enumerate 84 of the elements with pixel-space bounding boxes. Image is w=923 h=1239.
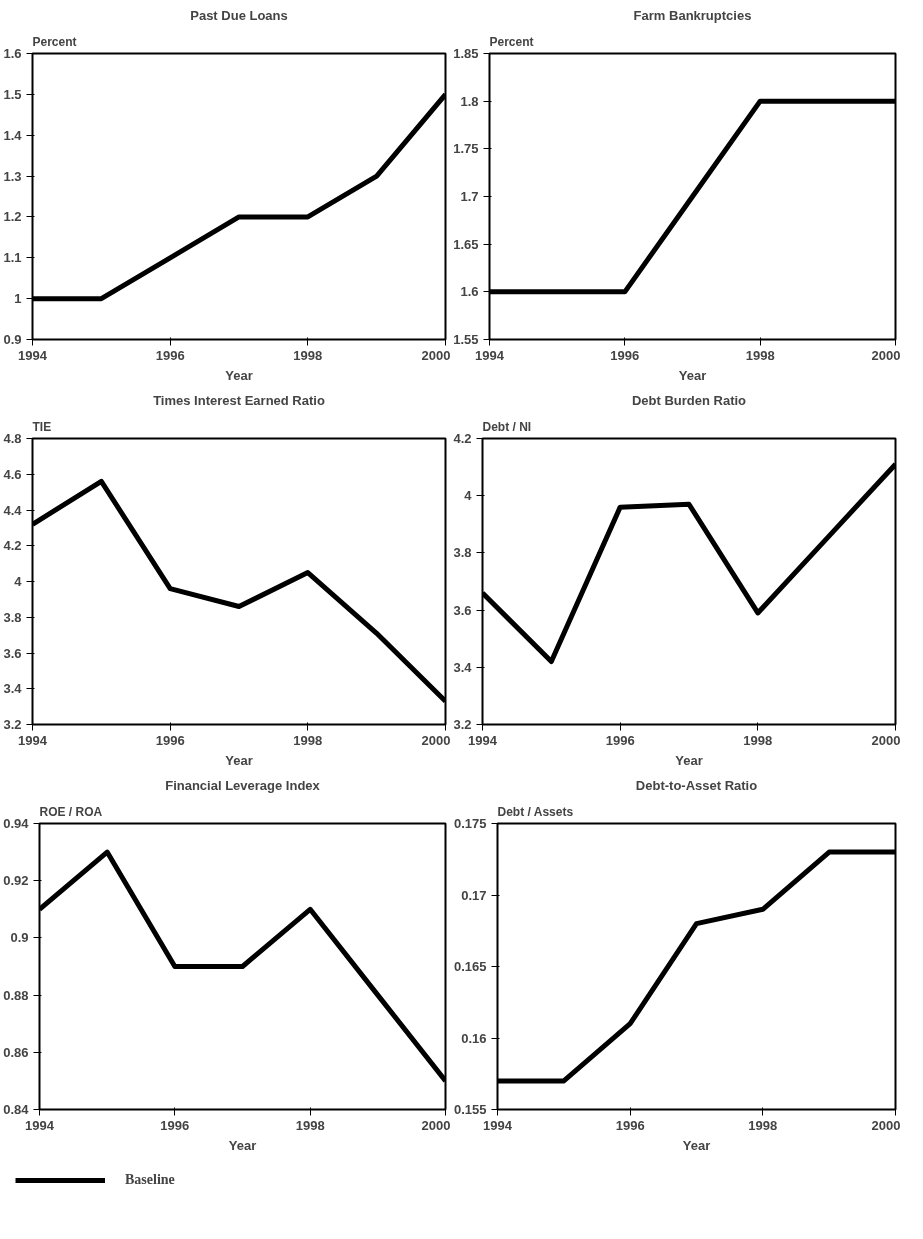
y-tick-label: 3.8	[453, 545, 472, 561]
y-tick-label: 0.165	[453, 959, 487, 974]
y-tick-label: 3.6	[453, 602, 472, 618]
x-tick-label: 2000	[871, 1117, 901, 1133]
y-tick-label: 0.86	[3, 1044, 29, 1060]
text: Baseline	[125, 1172, 175, 1188]
chart-title: Debt Burden Ratio	[631, 392, 747, 408]
y-tick-label: 3.8	[3, 609, 22, 625]
x-tick-label: 2000	[871, 347, 901, 363]
y-tick-label: 0.175	[453, 816, 487, 831]
y-tick-label: 1.1	[3, 250, 22, 266]
x-tick-label: 1994	[475, 347, 505, 363]
x-tick-label: 1998	[293, 347, 323, 363]
x-tick-label: 1994	[483, 1117, 513, 1133]
x-tick-label: 1998	[743, 732, 773, 748]
y-tick-label: 3.4	[453, 659, 473, 675]
x-tick-label: 1996	[155, 347, 185, 363]
x-tick-label: 2000	[421, 732, 451, 748]
y-tick-label: 3.6	[3, 645, 22, 661]
y-tick-label: 1.3	[3, 168, 22, 184]
x-tick-label: 1994	[18, 732, 48, 748]
x-tick-label: 1996	[155, 732, 185, 748]
y-axis-title: ROE / ROA	[39, 804, 103, 819]
y-tick-label: 1.65	[453, 236, 479, 252]
x-tick-label: 1998	[748, 1117, 778, 1133]
x-axis-title: Year	[678, 367, 707, 383]
y-tick-label: 1.6	[3, 46, 22, 61]
y-tick-label: 0.16	[461, 1030, 487, 1046]
y-tick-label: 1.5	[3, 86, 22, 102]
chart-title: Farm Bankruptcies	[633, 7, 752, 23]
y-tick-label: 0.9	[3, 332, 22, 347]
y-tick-label: 0.88	[3, 987, 29, 1003]
y-tick-label: 4.6	[3, 466, 22, 482]
y-tick-label: 0.84	[3, 1102, 30, 1117]
y-tick-label: 0.92	[3, 873, 29, 889]
chart-title: Times Interest Earned Ratio	[153, 392, 325, 408]
x-tick-label: 1994	[468, 732, 498, 748]
chart-title: Past Due Loans	[190, 7, 288, 23]
x-axis-title: Year	[675, 752, 703, 768]
y-tick-label: 1.75	[453, 141, 479, 157]
y-tick-label: 1.7	[460, 189, 479, 204]
chart-title: Debt-to-Asset Ratio	[635, 777, 758, 793]
x-tick-label: 2000	[421, 1117, 451, 1133]
y-tick-label: 3.4	[3, 681, 23, 697]
y-tick-label: 1.8	[460, 93, 479, 109]
x-tick-label: 1994	[18, 347, 48, 363]
y-tick-label: 1.2	[3, 209, 22, 225]
y-axis-title: TIE	[32, 419, 52, 434]
x-tick-label: 1994	[25, 1117, 55, 1133]
x-axis-title: Year	[225, 752, 253, 768]
x-tick-label: 1996	[610, 347, 640, 363]
x-tick-label: 2000	[421, 347, 451, 363]
y-tick-label: 1.55	[453, 332, 479, 347]
y-tick-label: 1	[14, 291, 22, 307]
y-axis-title: Debt / NI	[482, 419, 532, 434]
y-tick-label: 0.9	[10, 930, 29, 946]
x-tick-label: 1998	[295, 1117, 325, 1133]
y-tick-label: 4.8	[3, 431, 22, 446]
x-tick-label: 1996	[605, 732, 635, 748]
chart-title: Financial Leverage Index	[165, 777, 321, 793]
y-tick-label: 4.2	[453, 431, 472, 446]
x-tick-label: 1998	[745, 347, 775, 363]
x-tick-label: 1998	[293, 732, 323, 748]
x-axis-title: Year	[682, 1137, 711, 1153]
y-tick-label: 0.17	[461, 887, 487, 903]
y-tick-label: 3.2	[453, 717, 472, 732]
y-tick-label: 1.85	[453, 46, 479, 61]
y-axis-title: Percent	[489, 34, 534, 49]
x-tick-label: 1996	[160, 1117, 190, 1133]
y-tick-label: 4	[14, 574, 23, 589]
y-tick-label: 4	[464, 488, 473, 504]
y-tick-label: 1.4	[3, 127, 23, 143]
y-tick-label: 4.2	[3, 538, 22, 554]
y-axis-title: Debt / Assets	[497, 804, 574, 819]
y-tick-label: 3.2	[3, 717, 22, 732]
y-axis-title: Percent	[32, 34, 77, 49]
x-tick-label: 2000	[871, 732, 901, 748]
y-tick-label: 0.94	[3, 816, 30, 831]
y-tick-label: 4.4	[3, 502, 23, 518]
x-tick-label: 1996	[615, 1117, 645, 1133]
y-tick-label: 0.155	[453, 1102, 487, 1117]
x-axis-title: Year	[228, 1137, 257, 1153]
y-tick-label: 1.6	[460, 284, 479, 300]
x-axis-title: Year	[225, 367, 253, 383]
